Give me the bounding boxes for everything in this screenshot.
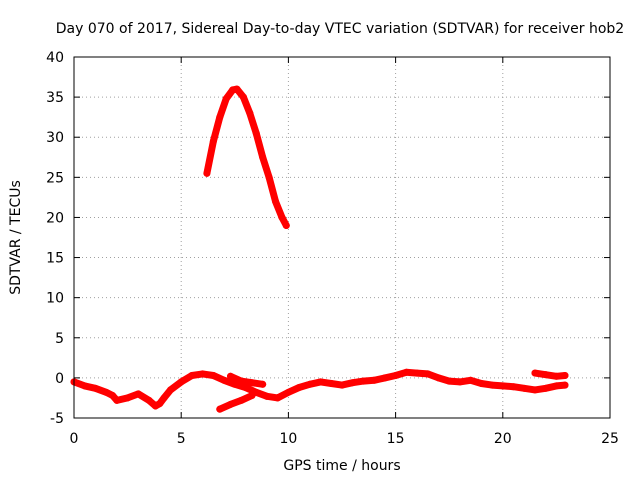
data-point (166, 386, 174, 394)
data-point (434, 374, 442, 382)
data-point (552, 372, 560, 380)
data-point (413, 369, 421, 377)
data-point (124, 394, 132, 402)
x-tick-label: 10 (279, 431, 297, 447)
data-point (209, 137, 217, 145)
data-point (370, 376, 378, 384)
x-tick-label: 25 (601, 431, 619, 447)
data-point (242, 384, 250, 392)
data-point (531, 386, 539, 394)
data-point (216, 405, 224, 413)
data-point (177, 378, 185, 386)
data-point (542, 384, 550, 392)
data-point (237, 377, 245, 385)
data-point (542, 371, 550, 379)
data-point (467, 376, 475, 384)
data-point (456, 378, 464, 386)
data-point (248, 379, 256, 387)
data-point (265, 173, 273, 181)
series-line-3 (227, 372, 267, 388)
data-point (531, 369, 539, 377)
data-point (246, 109, 254, 117)
data-point (510, 383, 518, 391)
data-point (499, 382, 507, 390)
data-point (552, 382, 560, 390)
y-tick-label: 15 (46, 251, 64, 267)
data-point (263, 392, 271, 400)
data-point (102, 388, 110, 396)
data-point (392, 371, 400, 379)
plot-frame (73, 56, 611, 419)
data-point (284, 388, 292, 396)
data-point (424, 370, 432, 378)
data-point (145, 396, 153, 404)
data-point (113, 396, 121, 404)
y-tick-label: 5 (55, 331, 64, 347)
data-point (306, 380, 314, 388)
data-point (239, 93, 247, 101)
data-point (295, 384, 303, 392)
data-point (520, 384, 528, 392)
y-axis-label: SDTVAR / TECUs (8, 180, 24, 295)
data-point (282, 221, 290, 229)
data-point (188, 371, 196, 379)
x-tick-label: 15 (387, 431, 405, 447)
chart-title: Day 070 of 2017, Sidereal Day-to-day VTE… (56, 21, 624, 37)
x-tick-label: 5 (177, 431, 186, 447)
y-tick-label: 40 (46, 50, 64, 66)
data-point (445, 377, 453, 385)
data-point (203, 169, 211, 177)
data-point (252, 129, 260, 137)
data-point (248, 392, 256, 400)
data-point (349, 379, 357, 387)
y-tick-label: 0 (55, 371, 64, 387)
data-point (216, 113, 224, 121)
data-point (561, 371, 569, 379)
data-point (134, 390, 142, 398)
series-line-2 (216, 392, 256, 413)
data-point (402, 368, 410, 376)
y-tick-label: 20 (46, 210, 64, 226)
data-point (81, 382, 89, 390)
data-point (156, 400, 164, 408)
data-point (327, 380, 335, 388)
data-point (259, 153, 267, 161)
data-point (227, 372, 235, 380)
y-tick-label: 30 (46, 130, 64, 146)
data-point (237, 396, 245, 404)
ticks: 0 5 10 15 20 25 -5 0 5 10 15 20 25 30 35 40 (46, 50, 619, 447)
data-point (381, 374, 389, 382)
data-point (91, 384, 99, 392)
y-tick-label: 35 (46, 90, 64, 106)
x-tick-label: 20 (494, 431, 512, 447)
data-point (272, 197, 280, 205)
data-point (259, 380, 267, 388)
data-point (209, 371, 217, 379)
y-tick-label: -5 (50, 411, 64, 427)
data-point (278, 213, 286, 221)
data-point (274, 394, 282, 402)
data-point (488, 381, 496, 389)
x-axis-label: GPS time / hours (283, 458, 400, 474)
data-point (109, 392, 117, 400)
y-tick-label: 10 (46, 291, 64, 307)
grid (74, 57, 610, 418)
data-point (222, 95, 230, 103)
data-point (220, 376, 228, 384)
x-tick-label: 0 (70, 431, 79, 447)
series-layer (70, 85, 569, 413)
data-point (227, 400, 235, 408)
data-point (199, 370, 207, 378)
data-point (338, 381, 346, 389)
data-point (359, 377, 367, 385)
data-point (317, 378, 325, 386)
data-point (477, 380, 485, 388)
data-point (160, 394, 168, 402)
y-tick-label: 25 (46, 170, 64, 186)
series-line-4 (531, 369, 569, 380)
data-point (233, 85, 241, 93)
data-point (561, 381, 569, 389)
